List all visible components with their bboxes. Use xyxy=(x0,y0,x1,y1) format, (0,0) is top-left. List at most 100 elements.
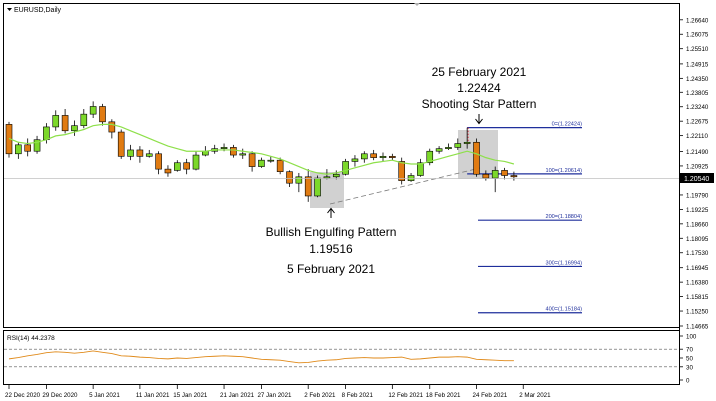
price-tick-label: 1.18660 xyxy=(686,221,709,228)
shooting-star-date: 25 February 2021 xyxy=(432,65,527,79)
candle-body xyxy=(43,126,50,141)
time-tick-label: 2 Mar 2021 xyxy=(519,392,551,399)
candle-body xyxy=(117,131,125,157)
up-arrow-icon xyxy=(327,207,335,218)
candle-body xyxy=(314,177,321,197)
candle xyxy=(174,160,181,172)
candle-body xyxy=(15,144,22,155)
price-tick-label: 1.16380 xyxy=(686,280,709,287)
bullish-engulfing-price: 1.19516 xyxy=(309,242,353,256)
candle-body xyxy=(89,106,97,115)
rsi-tick-label: 30 xyxy=(686,364,693,371)
fib-level-label: 400=(1.15184) xyxy=(545,307,582,313)
candle-body xyxy=(435,148,443,152)
candlestick-series xyxy=(5,101,518,202)
price-tick-label: 1.20925 xyxy=(686,163,709,170)
rsi-panel-frame xyxy=(3,330,680,385)
candle-body xyxy=(248,153,256,167)
candle-body xyxy=(304,176,312,197)
candle-body xyxy=(389,156,396,158)
dashed-trendline xyxy=(329,167,481,205)
candle xyxy=(379,152,387,162)
price-tick-label: 1.21490 xyxy=(686,149,709,156)
price-tick-label: 1.16945 xyxy=(686,265,709,272)
candle-body xyxy=(99,106,106,123)
candle xyxy=(351,155,359,167)
candle-body xyxy=(360,153,368,160)
shooting-star-title: Shooting Star Pattern xyxy=(422,97,537,111)
fib-level-label: 200=(1.18804) xyxy=(545,214,582,220)
candle xyxy=(258,157,265,168)
candle xyxy=(304,169,312,202)
candle xyxy=(370,149,377,161)
candle-body xyxy=(258,159,265,167)
candle-body xyxy=(155,153,162,170)
candle xyxy=(510,171,518,181)
fib-level-label: 100=(1.20614) xyxy=(545,168,582,174)
candle xyxy=(99,103,106,126)
candle xyxy=(398,157,406,185)
bullish-engulfing-annotation: Bullish Engulfing Pattern 1.19516 5 Febr… xyxy=(266,207,397,276)
candle xyxy=(145,149,153,158)
time-tick-label: 18 Feb 2021 xyxy=(426,392,461,399)
candle xyxy=(482,170,490,181)
candle xyxy=(155,151,162,175)
scroll-marker-icon xyxy=(414,3,420,6)
candle xyxy=(267,156,275,163)
candle-body xyxy=(295,176,303,184)
price-tick-label: 1.25510 xyxy=(686,46,709,53)
time-tick-label: 21 Jan 2021 xyxy=(220,392,255,399)
time-tick-label: 27 Jan 2021 xyxy=(257,392,292,399)
candle xyxy=(389,153,396,161)
candle xyxy=(360,151,368,163)
price-tick-label: 1.23240 xyxy=(686,104,709,111)
candle xyxy=(239,148,247,159)
time-tick-label: 8 Feb 2021 xyxy=(342,392,374,399)
candle xyxy=(127,144,134,161)
candle xyxy=(183,158,190,175)
candle-body xyxy=(473,141,480,175)
price-tick-label: 1.15250 xyxy=(686,309,709,316)
price-tick-label: 1.26075 xyxy=(686,32,709,39)
candle xyxy=(136,146,144,163)
fibonacci-expansion: 0=(1.22424) 100=(1.20614) 200=(1.18804) 300… xyxy=(467,122,582,314)
price-tick-label: 1.19790 xyxy=(686,192,709,199)
candle xyxy=(407,172,415,182)
candle-body xyxy=(501,170,508,176)
current-price-tag xyxy=(680,173,714,183)
candle-body xyxy=(323,176,331,179)
shooting-star-price: 1.22424 xyxy=(457,81,501,95)
candle-body xyxy=(239,153,247,156)
candle-body xyxy=(463,141,471,144)
candle xyxy=(491,166,499,193)
dropdown-arrow-icon[interactable] xyxy=(7,8,12,11)
candle xyxy=(417,158,424,177)
price-tick-label: 1.26640 xyxy=(686,17,709,24)
price-tick-label: 1.18095 xyxy=(686,236,709,243)
price-axis: 1.26640 1.26075 1.25510 1.24915 1.24350 1.238… xyxy=(679,17,709,331)
price-tick-label: 1.22110 xyxy=(686,133,708,140)
candle xyxy=(33,135,41,154)
candle xyxy=(501,167,508,180)
rsi-tick-label: 0 xyxy=(686,378,690,385)
candle-body xyxy=(230,147,237,156)
candle-body xyxy=(454,143,462,148)
main-chart-frame xyxy=(3,3,680,328)
candle xyxy=(248,151,256,172)
candle xyxy=(454,138,462,150)
time-tick-label: 11 Jan 2021 xyxy=(136,392,170,399)
bullish-engulfing-title: Bullish Engulfing Pattern xyxy=(266,225,397,239)
candle-body xyxy=(164,168,172,174)
candle-body xyxy=(342,161,349,175)
price-tick-label: 1.14665 xyxy=(686,324,709,331)
bullish-engulfing-date: 5 February 2021 xyxy=(287,262,375,276)
candle-body xyxy=(33,139,41,152)
candle xyxy=(332,170,340,180)
price-tick-label: 1.22675 xyxy=(686,119,709,126)
candle xyxy=(192,151,200,171)
candle xyxy=(342,158,349,176)
candle xyxy=(80,109,88,129)
down-arrow-icon xyxy=(475,114,483,125)
candle-body xyxy=(276,159,284,172)
